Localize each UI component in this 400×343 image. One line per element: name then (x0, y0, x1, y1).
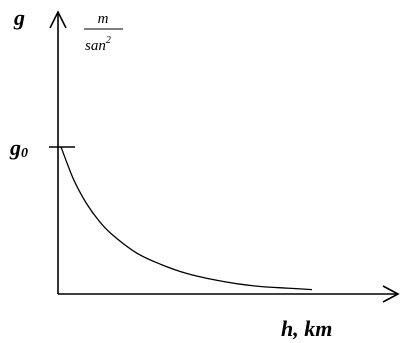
y-unit-denominator: san2 (85, 35, 111, 54)
g0-label: g0 (9, 135, 28, 161)
g0-label-sub: 0 (21, 146, 28, 161)
x-axis-arrow (382, 285, 400, 303)
x-axis-label: h, km (281, 316, 332, 341)
y-axis-arrow (49, 10, 67, 29)
y-unit-numerator: m (98, 11, 109, 27)
y-unit-exponent: 2 (106, 35, 111, 46)
y-unit-denominator-base: san (85, 38, 106, 54)
g0-label-base: g (9, 135, 21, 160)
y-axis-label: g (13, 5, 25, 30)
series-line (60, 146, 313, 291)
